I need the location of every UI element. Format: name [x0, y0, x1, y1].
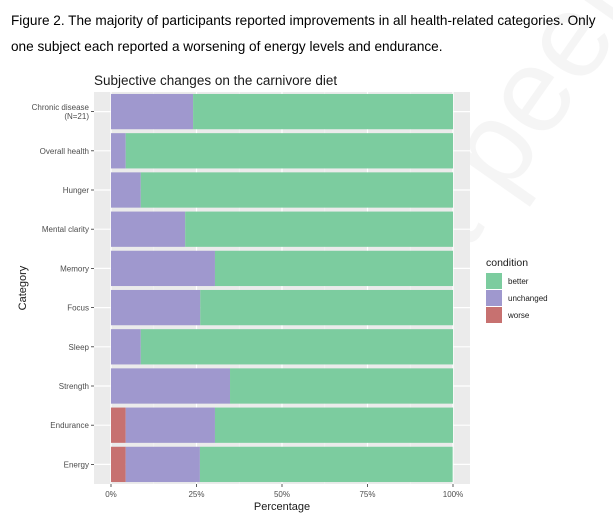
y-tick-label-line: Mental clarity [42, 225, 89, 234]
bar-better [125, 133, 454, 169]
bar-unchanged [111, 368, 231, 404]
y-tick-label-line: Sleep [69, 343, 90, 352]
bar-better [230, 368, 453, 404]
bar-unchanged [111, 329, 141, 365]
bar-better [140, 172, 453, 208]
bar-better [193, 93, 453, 130]
y-tick-label: Hunger [63, 186, 90, 195]
legend: condition better unchanged worse [486, 257, 548, 323]
legend-label-worse: worse [507, 311, 530, 320]
y-tick-label: Energy [64, 460, 89, 469]
legend-swatch-worse [486, 307, 502, 323]
bar-better [214, 407, 453, 443]
x-tick-label: 0% [105, 490, 117, 499]
y-tick-label: Overall health [40, 147, 89, 156]
legend-swatch-unchanged [486, 290, 502, 306]
x-ticks: 0% 25% 50% 75% 100% [105, 484, 463, 499]
y-tick-label-line: Endurance [50, 421, 89, 430]
bar-unchanged [111, 172, 141, 208]
bar-worse [111, 446, 126, 483]
legend-label-unchanged: unchanged [508, 294, 548, 303]
bar-unchanged [111, 133, 126, 169]
legend-title: condition [486, 257, 528, 269]
x-tick-label: 75% [359, 490, 375, 499]
x-tick-label: 100% [443, 490, 463, 499]
y-tick-label: Endurance [50, 421, 89, 430]
legend-swatch-better [486, 273, 502, 289]
bar-better [199, 446, 453, 483]
x-axis-label: Percentage [254, 501, 310, 513]
x-tick-label: 25% [188, 490, 204, 499]
y-tick-label: Strength [59, 382, 89, 391]
bar-better [185, 211, 454, 247]
y-ticks: Chronic disease (N=21) Overall health Hunge… [32, 103, 94, 469]
bars-group [111, 93, 454, 483]
y-tick-label: Sleep [69, 343, 90, 352]
bar-unchanged [111, 93, 194, 130]
y-tick-label-line: Hunger [63, 186, 90, 195]
y-tick-label-line: Strength [59, 382, 89, 391]
x-tick-label: 50% [274, 490, 290, 499]
bar-unchanged [111, 250, 215, 287]
bar-unchanged [111, 289, 201, 326]
figure-caption: Figure 2. The majority of participants r… [11, 13, 596, 54]
bar-unchanged [125, 407, 215, 443]
y-tick-label-line: Focus [67, 304, 89, 313]
y-tick-label: Chronic disease (N=21) [32, 103, 90, 121]
bar-worse [111, 407, 126, 443]
y-tick-label: Focus [67, 304, 89, 313]
bar-better [140, 329, 453, 365]
bar-unchanged [125, 446, 200, 483]
y-tick-label-line: Chronic disease [32, 103, 90, 112]
bar-better [214, 250, 453, 287]
y-tick-label-line: (N=21) [64, 112, 89, 121]
y-tick-label-line: Memory [60, 264, 89, 273]
y-tick-label-line: Energy [64, 460, 89, 469]
bar-better [200, 289, 453, 326]
y-axis-label: Category [17, 265, 29, 310]
chart-title: Subjective changes on the carnivore diet [94, 73, 337, 88]
y-tick-label: Memory [60, 264, 89, 273]
bar-unchanged [111, 211, 186, 247]
y-tick-label-line: Overall health [40, 147, 89, 156]
legend-label-better: better [508, 277, 529, 286]
y-tick-label: Mental clarity [42, 225, 89, 234]
